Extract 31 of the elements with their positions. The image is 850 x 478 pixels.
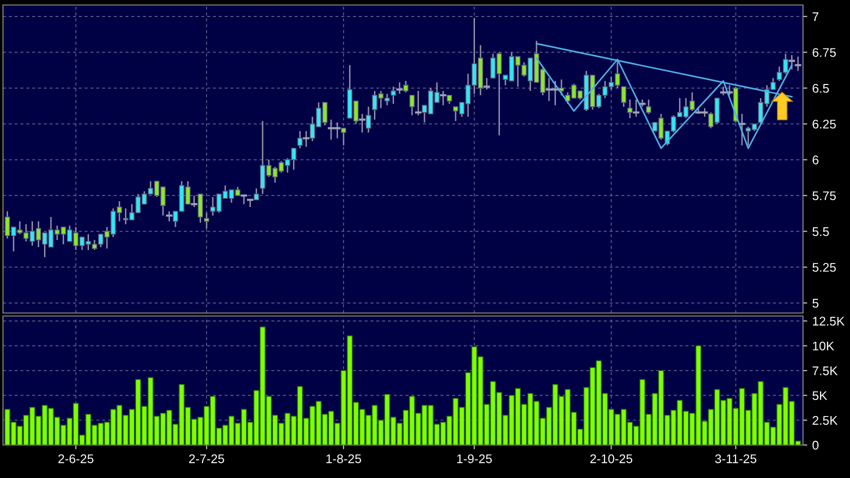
y-tick-label: 6 [812, 156, 818, 164]
y-tick-label: 5.75 [812, 191, 836, 200]
candlestick [627, 98, 633, 119]
x-tick-label: 1-9-25 [457, 454, 492, 464]
candlestick [359, 113, 366, 134]
candlestick [297, 130, 303, 149]
y-tick-label: 10K [812, 342, 834, 350]
y-tick-label: 2.5K [812, 416, 838, 425]
x-tick-label: 3-11-25 [715, 454, 756, 464]
candlestick [646, 98, 652, 115]
y-tick-label: 6.5 [812, 84, 829, 93]
x-tick-label: 1-8-25 [326, 454, 362, 464]
y-tick-label: 7.5K [812, 366, 838, 376]
y-tick-label: 12.5K [812, 316, 845, 326]
y-tick-label: 5.5 [812, 227, 829, 236]
y-tick-label: 6.25 [812, 120, 836, 129]
x-tick-label: 2-6-25 [58, 454, 94, 464]
y-tick-label: 5 [812, 298, 818, 308]
candlestick [484, 77, 490, 90]
y-tick-label: 7 [812, 12, 818, 21]
x-tick-label: 2-7-25 [189, 454, 224, 464]
candlestick [794, 56, 802, 72]
y-tick-label: 5.25 [812, 262, 836, 272]
candlestick [409, 94, 415, 116]
candlestick [415, 90, 422, 116]
x-tick-label: 2-10-25 [590, 454, 632, 464]
candlestick [738, 113, 746, 146]
y-tick-label: 6.75 [812, 48, 836, 57]
y-tick-label: 5K [812, 391, 828, 400]
candlestick [166, 210, 172, 222]
y-tick-label: 0 [812, 440, 818, 450]
